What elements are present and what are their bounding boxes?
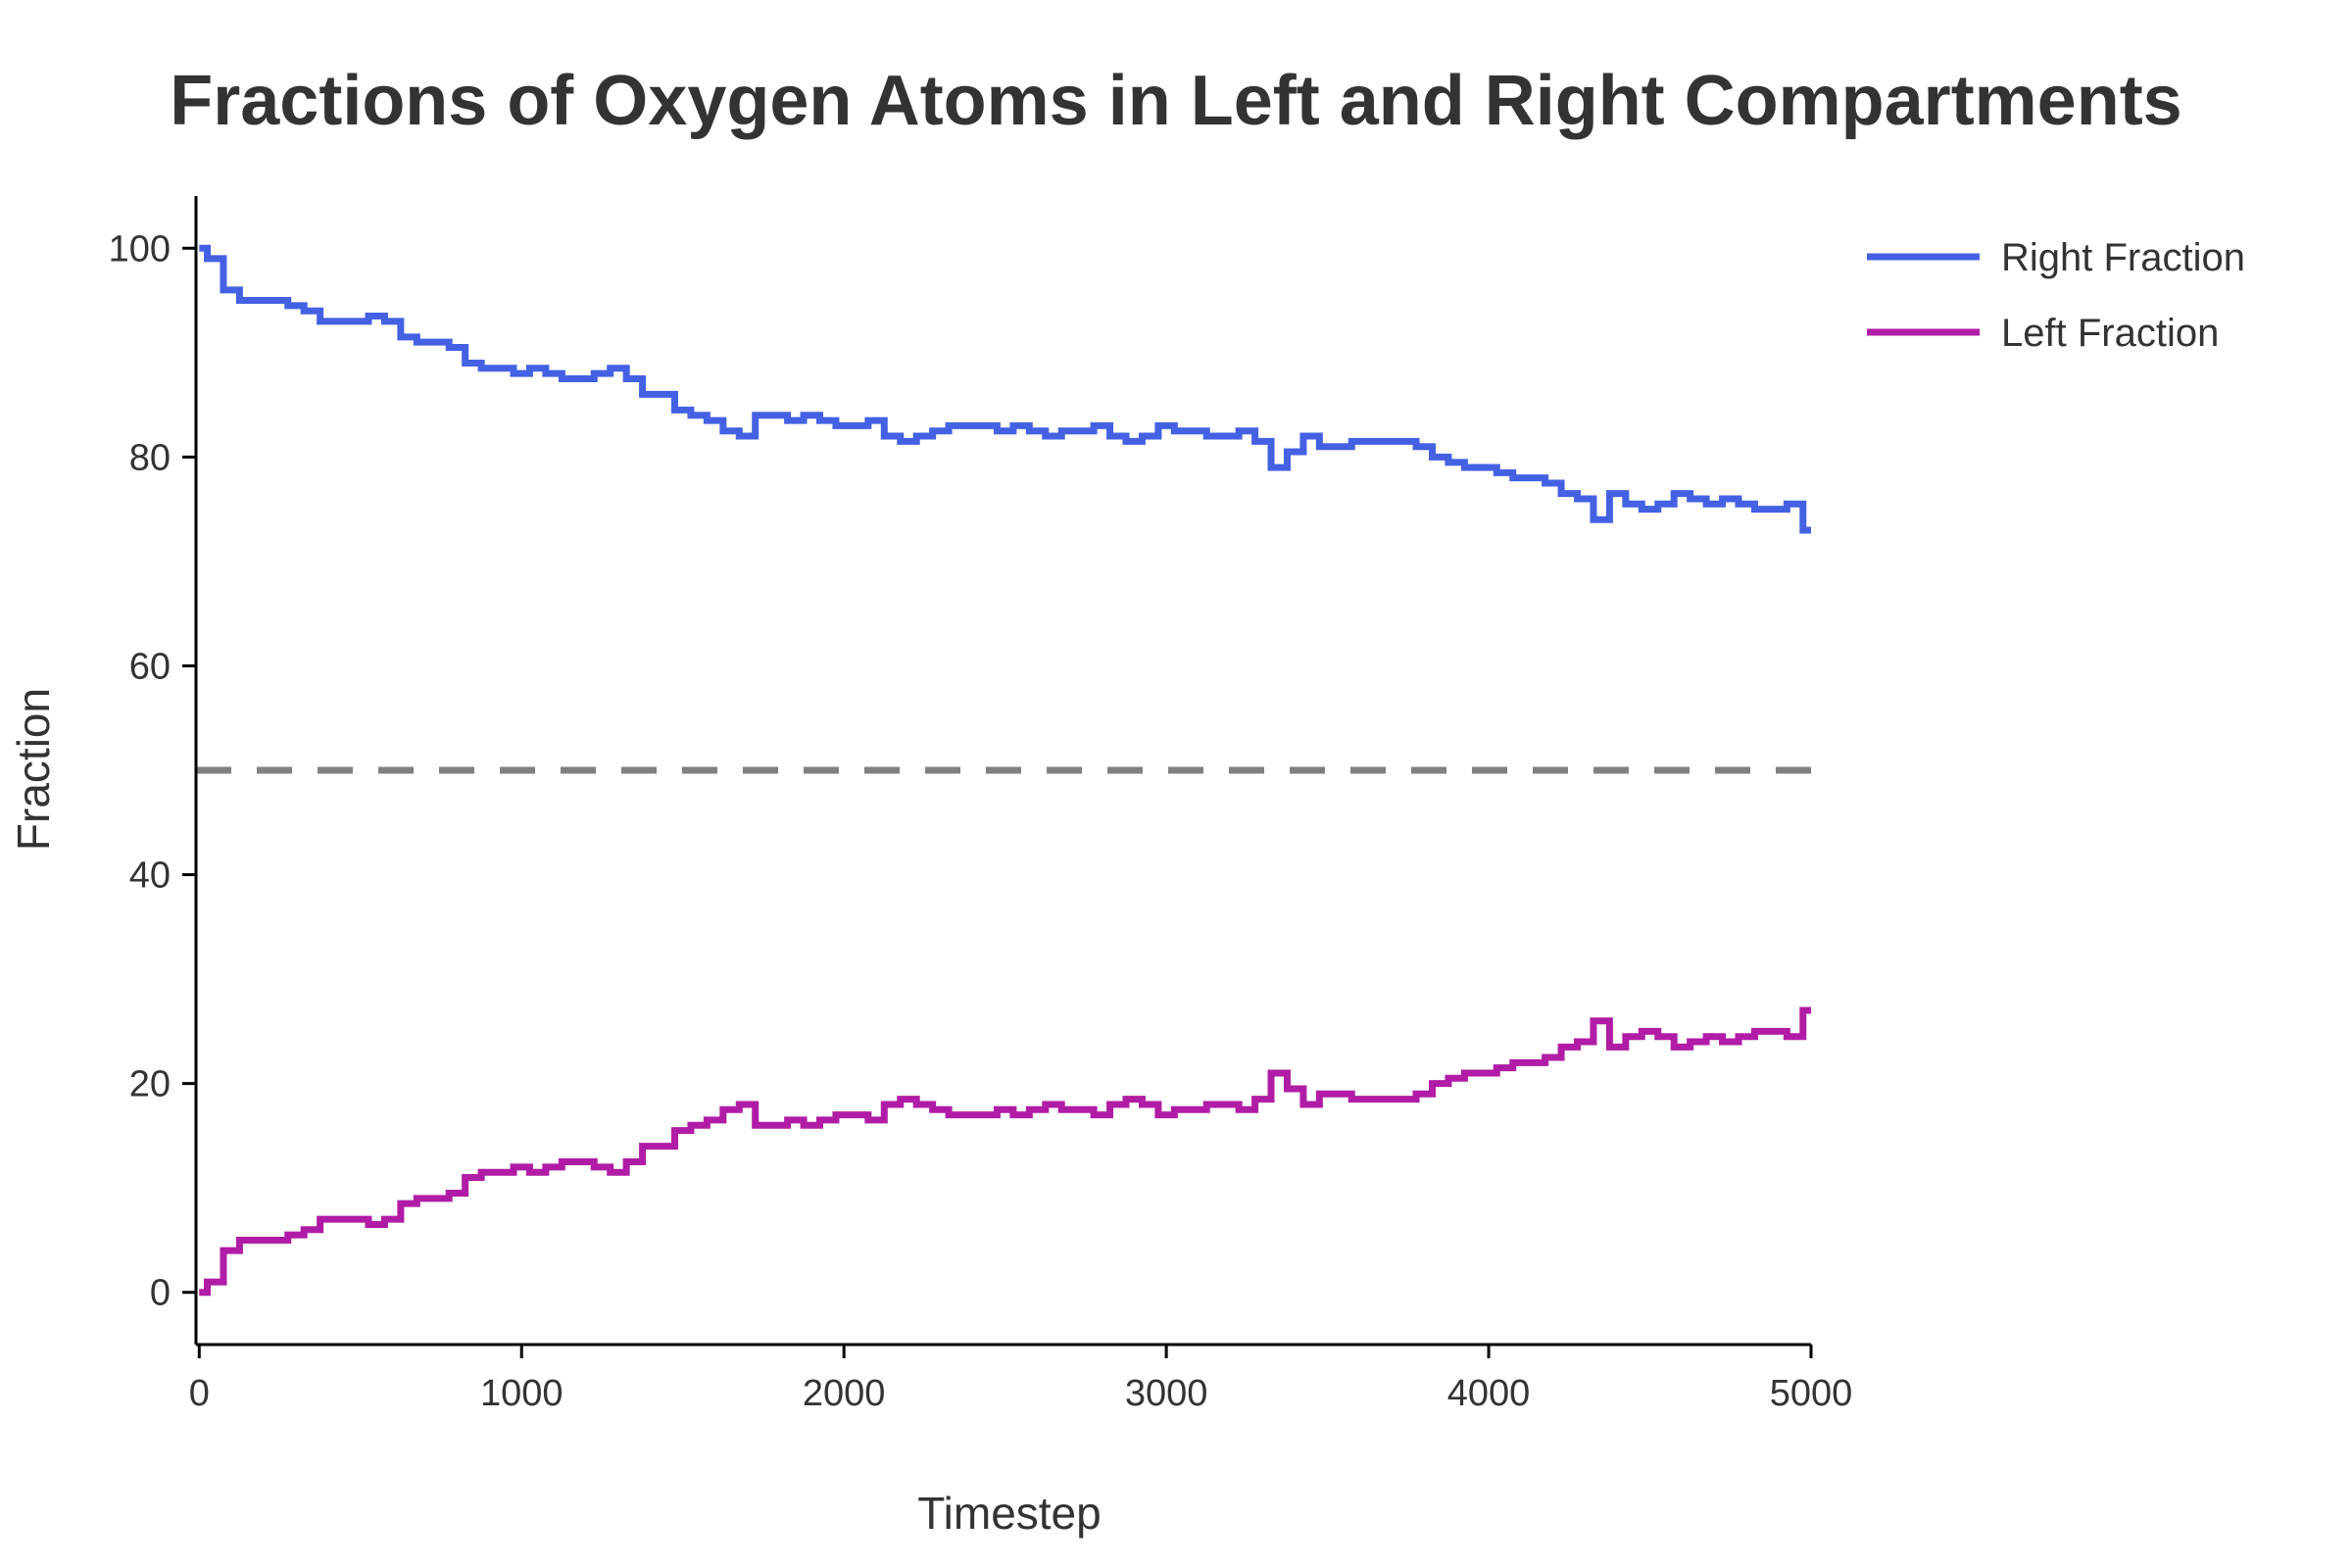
y-tick-label: 60 — [129, 646, 171, 687]
x-axis-title: Timestep — [917, 1488, 1101, 1539]
legend-label: Right Fraction — [2001, 236, 2245, 279]
x-tick-label: 2000 — [803, 1373, 886, 1414]
legend: Right Fraction Left Fraction — [1867, 236, 2245, 355]
ticks-layer: 0 1000 2000 3000 4000 5000 0 20 40 60 80 100 — [109, 228, 1853, 1414]
y-axis-title: Fraction — [8, 688, 59, 851]
series-line-right-fraction — [199, 244, 1811, 534]
y-tick-label: 0 — [150, 1273, 171, 1314]
y-tick-label: 80 — [129, 437, 171, 478]
x-tick-label: 0 — [189, 1373, 210, 1414]
x-tick-label: 5000 — [1770, 1373, 1853, 1414]
y-tick-label: 100 — [109, 228, 171, 270]
series-layer — [199, 244, 1811, 1297]
series-line-left-fraction — [199, 1006, 1811, 1297]
y-tick-label: 20 — [129, 1064, 171, 1105]
chart-title: Fractions of Oxygen Atoms in Left and Ri… — [170, 62, 2182, 140]
legend-label: Left Fraction — [2001, 312, 2219, 355]
x-tick-label: 3000 — [1125, 1373, 1208, 1414]
x-tick-label: 4000 — [1447, 1373, 1531, 1414]
x-tick-label: 1000 — [480, 1373, 564, 1414]
axes-layer — [194, 196, 1811, 1347]
y-tick-label: 40 — [129, 856, 171, 897]
